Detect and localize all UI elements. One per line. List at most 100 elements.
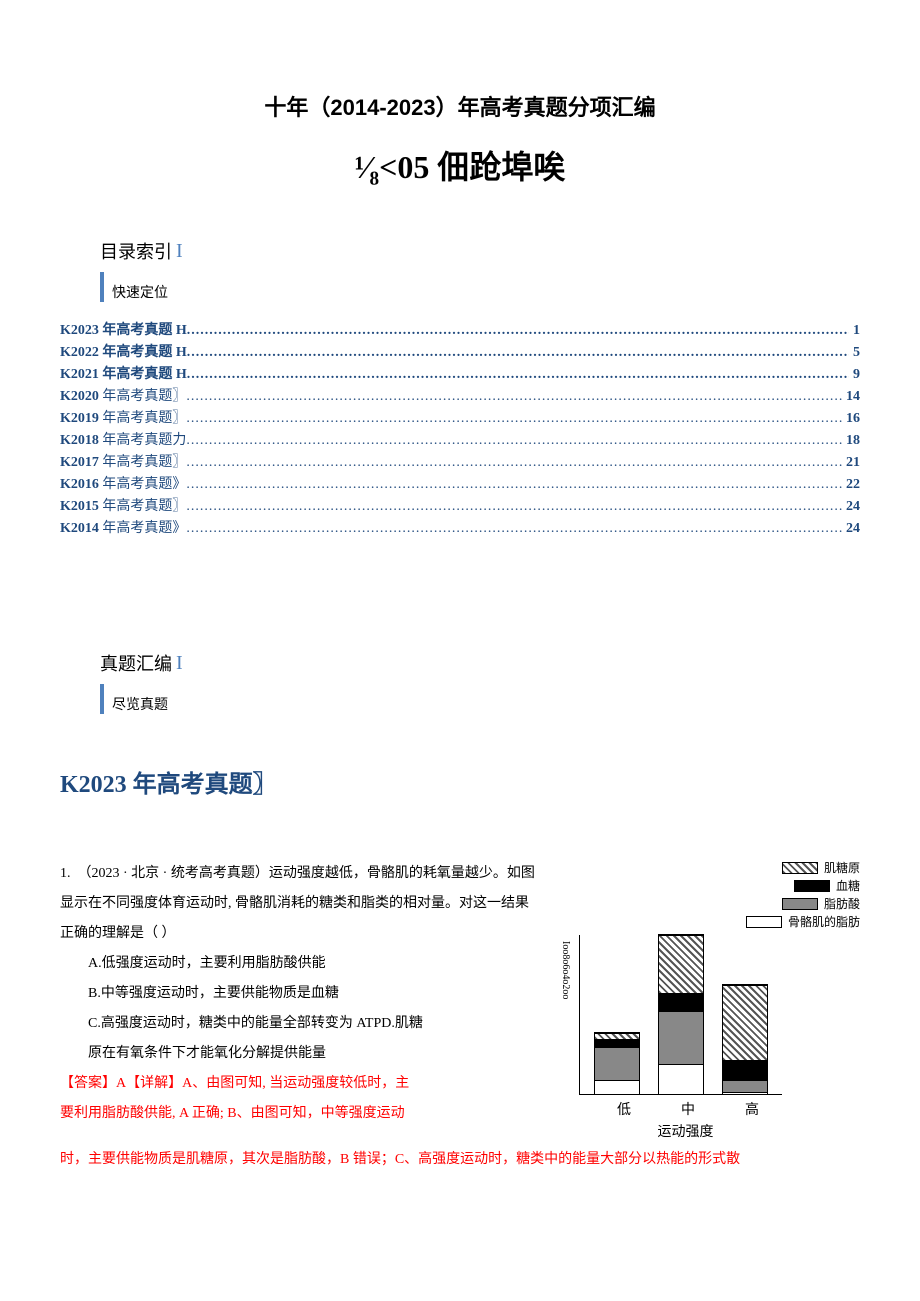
legend-item: 肌糖原 bbox=[560, 859, 860, 877]
toc-label: K2016 年高考真题》 bbox=[60, 474, 186, 496]
chart-bars bbox=[579, 935, 782, 1095]
doc-title-line2: ¹⁄₈<05 佃跄埠唉 bbox=[60, 142, 860, 188]
x-label: 中 bbox=[665, 1099, 711, 1119]
bar bbox=[658, 934, 704, 1094]
toc-label: K2014 年高考真题》 bbox=[60, 518, 186, 540]
subhead-compile-text: 尽览真题 bbox=[112, 684, 168, 714]
toc-page: 22 bbox=[842, 474, 860, 496]
toc-row[interactable]: K2019 年高考真题〗............................… bbox=[60, 408, 860, 430]
x-label: 低 bbox=[601, 1099, 647, 1119]
legend-text: 脂肪酸 bbox=[824, 895, 860, 913]
toc-page: 1 bbox=[849, 320, 860, 342]
toc-page: 5 bbox=[849, 342, 860, 364]
bar-segment bbox=[723, 985, 767, 1060]
bar bbox=[594, 1032, 640, 1094]
toc-leader: ........................................… bbox=[186, 408, 842, 430]
bar-segment bbox=[659, 1064, 703, 1094]
subhead-index-text: 快速定位 bbox=[112, 272, 168, 302]
subhead-compile: 尽览真题 bbox=[100, 684, 860, 714]
toc-leader: ........................................… bbox=[186, 430, 842, 452]
chart-area: Ioo8o6o4o2oo 低中高 运动强度 bbox=[560, 935, 860, 1141]
legend-swatch bbox=[794, 880, 830, 892]
legend-item: 血糖 bbox=[560, 877, 860, 895]
legend-text: 骨骼肌的脂肪 bbox=[788, 913, 860, 931]
answer-line3: 时，主要供能物质是肌糖原，其次是脂肪酸，B 错误；C、高强度运动时，糖类中的能量… bbox=[60, 1145, 860, 1175]
toc-leader: ........................................… bbox=[186, 452, 842, 474]
toc-row[interactable]: K2021 年高考真题 H...........................… bbox=[60, 364, 860, 386]
toc-page: 24 bbox=[842, 496, 860, 518]
bar-segment bbox=[595, 1047, 639, 1080]
x-label: 高 bbox=[729, 1099, 775, 1119]
toc-label: K2020 年高考真题〗 bbox=[60, 386, 186, 408]
answer-line2: 要利用脂肪酸供能, A 正确; B、由图可知，中等强度运动 bbox=[60, 1099, 540, 1129]
y-axis-label: Ioo8o6o4o2oo bbox=[560, 935, 571, 999]
toc-row[interactable]: K2022 年高考真题 H...........................… bbox=[60, 342, 860, 364]
doc-title-line1: 十年（2014-2023）年高考真题分项汇编 bbox=[60, 90, 860, 122]
chart-legend: 肌糖原血糖脂肪酸骨骼肌的脂肪 bbox=[560, 859, 860, 931]
toc-row[interactable]: K2023 年高考真题 H...........................… bbox=[60, 320, 860, 342]
subhead-bar-icon bbox=[100, 684, 104, 714]
toc-leader: ........................................… bbox=[187, 364, 849, 386]
toc-row[interactable]: K2018 年高考真题力............................… bbox=[60, 430, 860, 452]
subhead-index: 快速定位 bbox=[100, 272, 860, 302]
option-a: A.低强度运动时，主要利用脂肪酸供能 bbox=[60, 949, 540, 979]
section-compile-mark: I bbox=[176, 652, 183, 675]
toc-page: 16 bbox=[842, 408, 860, 430]
section-index-head: 目录索引 I bbox=[100, 238, 860, 264]
option-b: B.中等强度运动时，主要供能物质是血糖 bbox=[60, 979, 540, 1009]
legend-swatch bbox=[746, 916, 782, 928]
toc-leader: ........................................… bbox=[186, 496, 842, 518]
toc-leader: ........................................… bbox=[186, 518, 842, 540]
toc-row[interactable]: K2016 年高考真题》............................… bbox=[60, 474, 860, 496]
toc-row[interactable]: K2017 年高考真题〗............................… bbox=[60, 452, 860, 474]
legend-text: 肌糖原 bbox=[824, 859, 860, 877]
bar bbox=[722, 984, 768, 1094]
toc-page: 21 bbox=[842, 452, 860, 474]
option-c: C.高强度运动时，糖类中的能量全部转变为 ATPD.肌糖 bbox=[60, 1009, 540, 1039]
legend-text: 血糖 bbox=[836, 877, 860, 895]
toc-label: K2015 年高考真题〗 bbox=[60, 496, 186, 518]
table-of-contents: K2023 年高考真题 H...........................… bbox=[60, 320, 860, 540]
toc-row[interactable]: K2020 年高考真题〗............................… bbox=[60, 386, 860, 408]
bar-segment bbox=[659, 993, 703, 1011]
toc-label: K2018 年高考真题力 bbox=[60, 430, 186, 452]
section-index-mark: I bbox=[176, 240, 183, 263]
question-1: 1. （2023 · 北京 · 统考高考真题）运动强度越低，骨骼肌的耗氧量越少。… bbox=[60, 859, 860, 1141]
year-heading-2023: K2023 年高考真题〗 bbox=[60, 764, 860, 799]
toc-leader: ........................................… bbox=[187, 342, 849, 364]
legend-swatch bbox=[782, 898, 818, 910]
toc-leader: ........................................… bbox=[186, 474, 842, 496]
bar-segment bbox=[659, 935, 703, 993]
section-index-label: 目录索引 bbox=[100, 238, 172, 264]
legend-item: 脂肪酸 bbox=[560, 895, 860, 913]
legend-swatch bbox=[782, 862, 818, 874]
toc-label: K2021 年高考真题 H bbox=[60, 364, 187, 386]
toc-page: 24 bbox=[842, 518, 860, 540]
toc-label: K2019 年高考真题〗 bbox=[60, 408, 186, 430]
question-text: 1. （2023 · 北京 · 统考高考真题）运动强度越低，骨骼肌的耗氧量越少。… bbox=[60, 859, 540, 1129]
section-compile-head: 真题汇编 I bbox=[100, 650, 860, 676]
subhead-bar-icon bbox=[100, 272, 104, 302]
toc-page: 14 bbox=[842, 386, 860, 408]
toc-row[interactable]: K2014 年高考真题》............................… bbox=[60, 518, 860, 540]
option-c-cont: 原在有氧条件下才能氧化分解提供能量 bbox=[60, 1039, 540, 1069]
toc-label: K2017 年高考真题〗 bbox=[60, 452, 186, 474]
bar-segment bbox=[723, 1092, 767, 1094]
chart-figure: 肌糖原血糖脂肪酸骨骼肌的脂肪 Ioo8o6o4o2oo 低中高 运动强度 bbox=[560, 859, 860, 1141]
answer-line1: 【答案】A【详解】A、由图可知, 当运动强度较低时，主 bbox=[60, 1069, 540, 1099]
toc-page: 9 bbox=[849, 364, 860, 386]
bar-segment bbox=[595, 1080, 639, 1094]
bar-segment bbox=[723, 1080, 767, 1092]
toc-label: K2022 年高考真题 H bbox=[60, 342, 187, 364]
bar-segment bbox=[723, 1060, 767, 1080]
toc-leader: ........................................… bbox=[186, 386, 842, 408]
x-axis-labels: 低中高 bbox=[579, 1099, 782, 1119]
toc-leader: ........................................… bbox=[187, 320, 849, 342]
toc-page: 18 bbox=[842, 430, 860, 452]
x-axis-title: 运动强度 bbox=[579, 1121, 782, 1141]
bar-segment bbox=[595, 1039, 639, 1047]
toc-row[interactable]: K2015 年高考真题〗............................… bbox=[60, 496, 860, 518]
bar-segment bbox=[659, 1011, 703, 1065]
legend-item: 骨骼肌的脂肪 bbox=[560, 913, 860, 931]
section-compile-label: 真题汇编 bbox=[100, 650, 172, 676]
